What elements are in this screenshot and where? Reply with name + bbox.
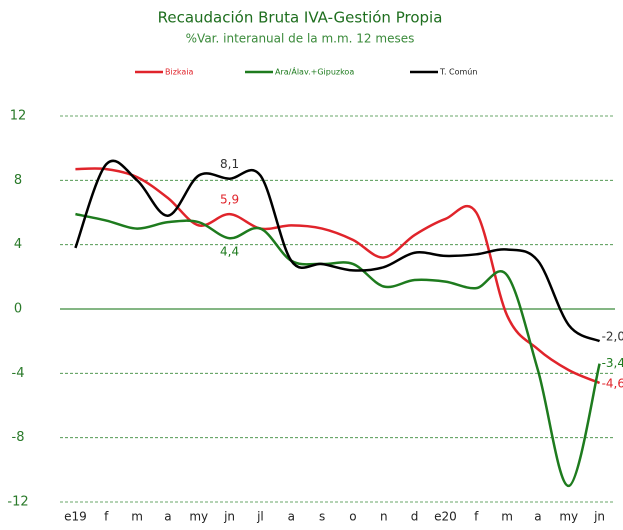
x-tick-label: o bbox=[349, 510, 356, 524]
data-label: -2,0 bbox=[602, 330, 623, 344]
x-tick-label: m bbox=[131, 510, 143, 524]
series-line bbox=[75, 212, 601, 488]
series-line bbox=[75, 167, 601, 385]
y-tick-label: -12 bbox=[7, 495, 28, 510]
x-tick-label: a bbox=[288, 510, 295, 524]
legend-label: Bizkaia bbox=[165, 68, 194, 77]
x-tick-label: m bbox=[501, 510, 513, 524]
y-tick-label: 12 bbox=[10, 109, 27, 124]
legend-label: T. Común bbox=[439, 68, 477, 77]
chart-title: Recaudación Bruta IVA-Gestión Propia bbox=[158, 9, 443, 27]
x-tick-label: d bbox=[411, 510, 419, 524]
x-tick-label: f bbox=[474, 510, 479, 524]
data-label: -4,6 bbox=[602, 376, 623, 390]
x-tick-label: jn bbox=[593, 510, 605, 524]
y-tick-label: 4 bbox=[14, 237, 22, 252]
y-tick-label: 8 bbox=[14, 173, 22, 188]
x-tick-label: n bbox=[380, 510, 388, 524]
data-label: -3,4 bbox=[602, 356, 623, 370]
x-tick-label: jn bbox=[223, 510, 235, 524]
data-label: 5,9 bbox=[220, 193, 239, 207]
x-tick-label: my bbox=[559, 510, 578, 524]
x-tick-label: a bbox=[164, 510, 171, 524]
data-label: 4,4 bbox=[220, 245, 239, 259]
x-tick-label: a bbox=[534, 510, 541, 524]
y-tick-label: -8 bbox=[12, 430, 25, 445]
y-tick-label: -4 bbox=[12, 366, 25, 381]
data-label: 8,1 bbox=[220, 157, 239, 171]
x-tick-label: s bbox=[319, 510, 325, 524]
x-tick-label: e20 bbox=[434, 510, 457, 524]
legend-label: Ara/Álav.+Gipuzkoa bbox=[275, 66, 354, 77]
x-tick-label: jl bbox=[256, 510, 264, 524]
chart-subtitle: %Var. interanual de la m.m. 12 meses bbox=[186, 32, 415, 46]
x-tick-label: f bbox=[104, 510, 109, 524]
x-tick-label: my bbox=[189, 510, 208, 524]
series-line bbox=[74, 159, 601, 343]
y-tick-label: 0 bbox=[14, 302, 22, 317]
x-tick-label: e19 bbox=[64, 510, 87, 524]
